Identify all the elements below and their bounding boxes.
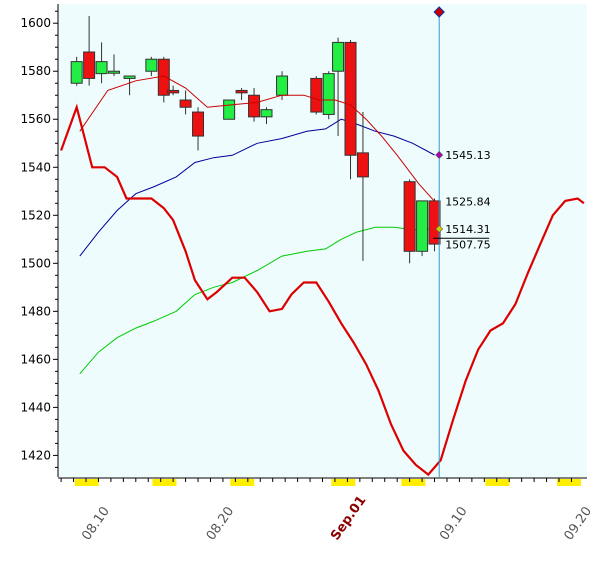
week-mark [331,479,356,486]
week-mark [152,479,177,486]
week-mark [230,479,255,486]
y-tick-label: 1580 [20,64,51,78]
candle-body [70,61,83,84]
x-tick-label: 08.10 [79,504,113,543]
candle-body [95,61,108,75]
week-mark [74,479,99,486]
y-tick-label: 1420 [20,448,51,462]
ma-long-line [79,226,435,375]
candle-body [167,89,180,94]
ma-short-line [79,75,435,202]
candle-body [416,200,429,252]
candle-body [310,77,323,113]
y-tick-label: 1560 [20,112,51,126]
y-tick-label: 1460 [20,352,51,366]
candle-body [179,99,192,108]
price-label: 1507.75 [445,239,491,252]
candle-body [145,58,158,72]
x-tick-label: 09.10 [437,504,471,543]
y-tick-label: 1540 [20,160,51,174]
candle-body [332,41,345,72]
x-tick-label: Sep.01 [328,493,369,543]
candle-body [260,109,273,118]
y-tick-label: 1500 [20,256,51,270]
candle-body [356,152,369,178]
week-mark [556,479,581,486]
candle-body [108,70,121,74]
plot-area [58,4,587,477]
week-mark [401,479,426,486]
candle-body [276,75,289,96]
candle-body [223,99,236,120]
value-marker [435,225,444,233]
candle-body [192,111,205,137]
cursor-marker [433,6,445,18]
candle-body [403,181,416,252]
value-marker [435,151,444,159]
x-tick-label: 09.20 [562,504,596,543]
candle-body [344,41,357,156]
candle-body [322,73,335,115]
y-tick-label: 1600 [20,16,51,30]
oscillator-line [60,103,585,477]
y-tick-label: 1480 [20,304,51,318]
x-tick-label: 08.20 [204,504,238,543]
y-tick-label: 1520 [20,208,51,222]
price-label: 1514.31 [445,223,491,236]
price-label: 1525.84 [445,195,491,208]
candle-body [83,51,96,79]
y-tick-label: 1440 [20,400,51,414]
price-label: 1545.13 [445,149,491,162]
candle-body [428,200,441,245]
candle-body [248,94,261,118]
ma-mid-line [79,118,435,257]
candle-body [157,58,170,96]
candle-body [123,75,136,79]
candle-body [235,89,248,94]
week-mark [485,479,510,486]
